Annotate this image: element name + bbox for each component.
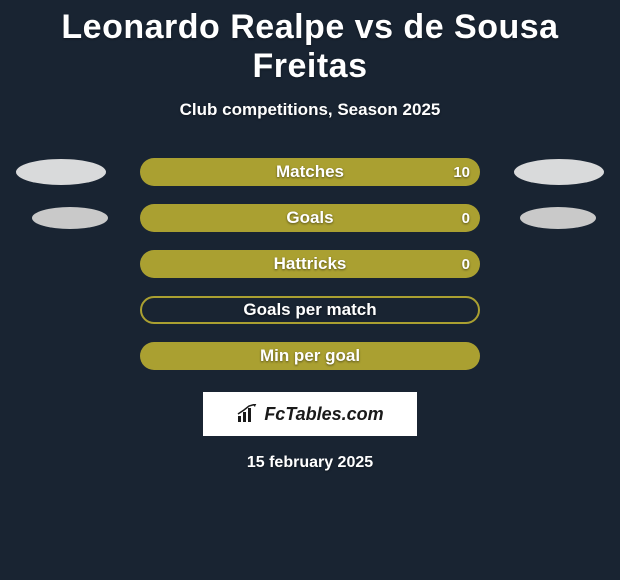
stat-bar: Min per goal <box>140 342 480 370</box>
stat-row-goals: Goals 0 <box>0 204 620 232</box>
logo-text: FcTables.com <box>264 404 383 425</box>
stat-bar: Goals per match <box>140 296 480 324</box>
right-ellipse <box>514 159 604 185</box>
stat-bar: Matches 10 <box>140 158 480 186</box>
stat-row-hattricks: Hattricks 0 <box>0 250 620 278</box>
stat-bar: Goals 0 <box>140 204 480 232</box>
subtitle: Club competitions, Season 2025 <box>180 100 441 120</box>
stat-label: Hattricks <box>274 254 347 274</box>
left-ellipse <box>32 207 108 229</box>
logo-box: FcTables.com <box>203 392 417 436</box>
stat-value-right: 0 <box>462 210 470 227</box>
stat-row-min-per-goal: Min per goal <box>0 342 620 370</box>
stats-area: Matches 10 Goals 0 Hattricks 0 Goals per… <box>0 158 620 370</box>
stat-label: Min per goal <box>260 346 360 366</box>
stat-label: Goals per match <box>243 300 376 320</box>
stat-bar: Hattricks 0 <box>140 250 480 278</box>
stat-row-matches: Matches 10 <box>0 158 620 186</box>
footer-date: 15 february 2025 <box>247 454 373 472</box>
stat-row-goals-per-match: Goals per match <box>0 296 620 324</box>
left-ellipse <box>16 159 106 185</box>
stat-value-right: 0 <box>462 256 470 273</box>
comparison-card: Leonardo Realpe vs de Sousa Freitas Club… <box>0 0 620 472</box>
stat-label: Matches <box>276 162 344 182</box>
stat-label: Goals <box>286 208 333 228</box>
right-ellipse <box>520 207 596 229</box>
page-title: Leonardo Realpe vs de Sousa Freitas <box>0 8 620 86</box>
stat-value-right: 10 <box>453 164 470 181</box>
chart-icon <box>236 404 260 424</box>
